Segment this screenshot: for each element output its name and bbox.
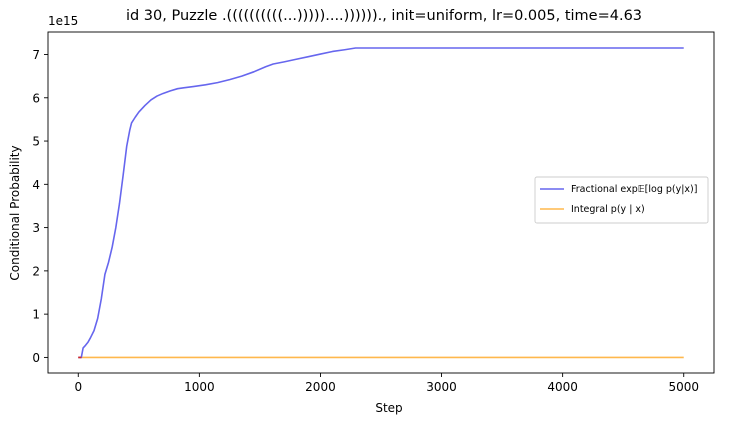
x-tick-label: 1000 <box>184 380 215 394</box>
x-tick-label: 2000 <box>305 380 336 394</box>
y-tick-label: 0 <box>32 351 40 365</box>
y-tick-label: 6 <box>32 91 40 105</box>
x-axis-label: Step <box>375 401 402 415</box>
x-axis: 0 1000 2000 3000 4000 5000 <box>74 373 699 394</box>
legend-box <box>534 176 709 224</box>
y-tick-label: 7 <box>32 48 40 62</box>
plot-area <box>78 47 684 359</box>
legend: Fractional exp𝔼[log p(y|x)] Integral p(y… <box>534 176 709 224</box>
y-tick-label: 5 <box>32 135 40 149</box>
legend-label-fractional: Fractional exp𝔼[log p(y|x)] <box>571 184 697 195</box>
x-tick-label: 5000 <box>668 380 699 394</box>
y-tick-label: 3 <box>32 221 40 235</box>
x-tick-label: 3000 <box>426 380 457 394</box>
chart-title: id 30, Puzzle .((((((((((...)))))....)))… <box>126 8 642 24</box>
legend-label-integral: Integral p(y | x) <box>571 204 645 215</box>
series-line-fractional <box>78 47 684 359</box>
y-tick-label: 4 <box>32 178 40 192</box>
y-axis-label: Conditional Probability <box>8 145 22 280</box>
y-tick-label: 1 <box>32 308 40 322</box>
y-axis: 0 1 2 3 4 5 6 7 <box>32 48 48 365</box>
x-tick-label: 0 <box>74 380 82 394</box>
chart-offset-label: 1e15 <box>48 14 78 28</box>
plot-frame <box>47 31 715 374</box>
y-tick-label: 2 <box>32 264 40 278</box>
x-tick-label: 4000 <box>547 380 578 394</box>
